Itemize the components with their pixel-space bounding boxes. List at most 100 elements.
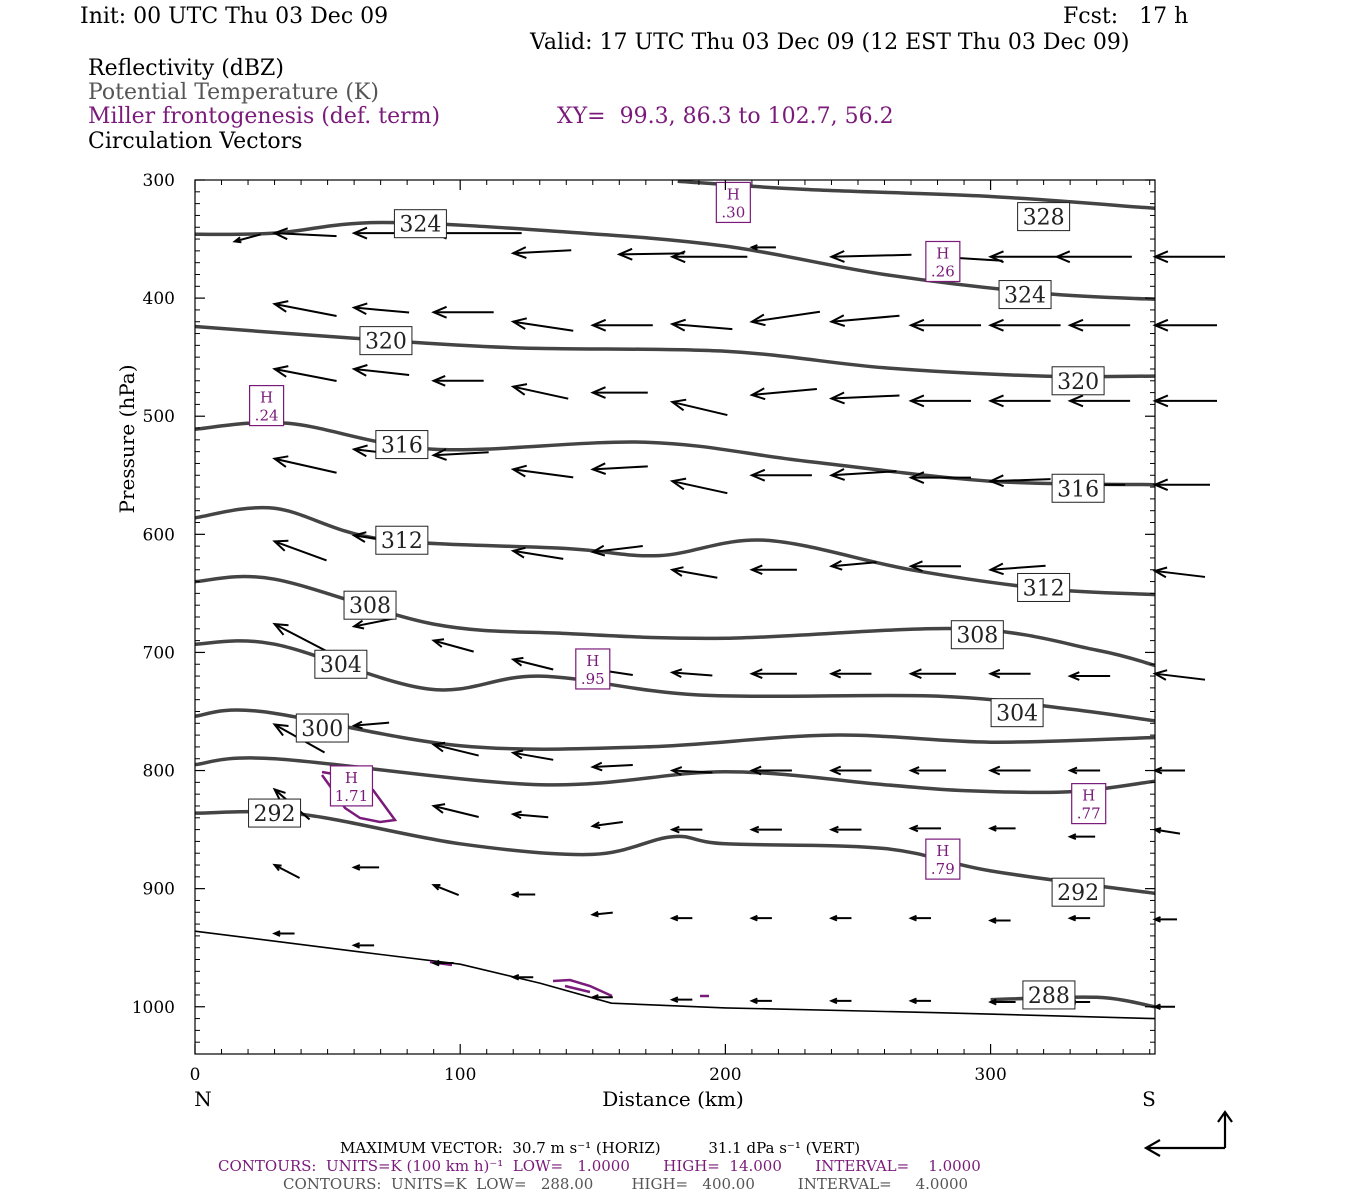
vector-head: [669, 766, 683, 776]
high-box: [925, 838, 961, 880]
circulation-vector: [749, 387, 817, 401]
theta-label: 288: [1022, 980, 1076, 1010]
circulation-vector: [351, 720, 390, 730]
frontogenesis-high: H1.71: [329, 765, 374, 807]
theta-label-box: [1017, 572, 1071, 602]
vector-head: [828, 468, 846, 481]
circulation-vector: [749, 997, 772, 1005]
theta-label-text: 304: [996, 702, 1038, 727]
vector-head: [431, 374, 446, 387]
vector-head: [669, 914, 679, 922]
vector-shaft: [433, 884, 460, 897]
x-axis-label: Distance (km): [602, 1087, 744, 1111]
circulation-vector: [669, 477, 728, 495]
theta-contour-316: [194, 420, 1156, 487]
vector-shaft: [274, 303, 337, 317]
frontogenesis-high: H.24: [249, 384, 285, 427]
vector-head: [669, 318, 687, 332]
vector-head: [828, 250, 845, 263]
circulation-vector: [749, 765, 792, 776]
circulation-vector: [908, 997, 932, 1005]
circulation-vector: [510, 464, 574, 479]
high-letter: H: [345, 769, 358, 787]
vector-head: [828, 825, 839, 834]
circulation-vector: [1067, 766, 1101, 775]
vector-head: [988, 394, 1004, 408]
circulation-vector: [828, 668, 872, 679]
vector-head: [510, 246, 527, 259]
circulation-vector: [1152, 318, 1217, 332]
circulation-vector: [431, 884, 460, 897]
circulation-vector: [590, 318, 653, 332]
vector-head: [1054, 250, 1071, 264]
circulation-vector: [828, 314, 900, 327]
vector-head: [431, 884, 441, 891]
vector-head: [590, 761, 603, 772]
high-letter: H: [936, 842, 949, 860]
vector-head: [988, 765, 1001, 776]
vector-shaft: [512, 658, 554, 671]
vector-head: [351, 619, 365, 630]
vector-head: [431, 741, 446, 753]
circulation-vector: [272, 863, 301, 879]
vector-shaft: [619, 252, 685, 256]
circulation-vector: [1152, 394, 1217, 408]
circulation-vector: [510, 317, 574, 332]
vector-shaft: [274, 232, 337, 238]
theta-label-box: [1051, 877, 1105, 907]
theta-label-box: [375, 525, 429, 555]
theta-label-text: 320: [1057, 370, 1099, 395]
vector-head: [590, 910, 599, 918]
frontogenesis-contours: [320, 770, 709, 998]
vector-shaft: [672, 480, 728, 495]
vector-head: [908, 997, 917, 1005]
vector-head: [272, 455, 289, 468]
vector-head: [510, 383, 528, 396]
vector-head: [669, 477, 687, 491]
theta-label-box: [359, 326, 413, 356]
vector-head: [510, 656, 524, 667]
vector-head: [988, 668, 1001, 679]
theta-label: 316: [375, 430, 429, 460]
vector-head: [351, 444, 368, 458]
vector-head: [908, 668, 922, 680]
circulation-vector: [669, 996, 693, 1003]
legend-reflectivity: Reflectivity (dBZ): [88, 56, 284, 81]
high-box: [1071, 783, 1107, 825]
vector-head: [510, 810, 522, 820]
vector-head: [351, 531, 367, 543]
vector-shaft: [234, 233, 262, 243]
circulation-vector: [828, 825, 862, 834]
vector-head: [510, 973, 520, 981]
vector-head: [1067, 671, 1080, 681]
vector-head: [988, 250, 1004, 264]
vector-head: [510, 464, 527, 478]
y-tick-label: 700: [143, 643, 175, 663]
high-box: [329, 765, 374, 807]
circulation-vector: [669, 914, 693, 922]
circulation-vector: [1152, 1003, 1175, 1011]
theta-label-box: [998, 280, 1052, 310]
vector-shaft: [672, 568, 718, 579]
frontogenesis-high: H.30: [715, 181, 751, 224]
circulation-vector: [510, 749, 554, 761]
circulation-vector: [828, 468, 897, 481]
vector-head: [272, 622, 289, 636]
circulation-vector: [908, 560, 962, 573]
vector-shaft: [433, 451, 489, 457]
cross-section-xy: XY= 99.3, 86.3 to 102.7, 56.2: [557, 104, 894, 129]
vector-shaft: [513, 385, 569, 400]
circulation-vector: [1067, 394, 1131, 408]
theta-contour-296: [194, 756, 1156, 795]
vector-shaft: [1154, 828, 1181, 835]
circulation-vector: [272, 300, 337, 317]
vector-shaft: [831, 470, 897, 477]
high-box: [575, 648, 611, 690]
vector-head: [1067, 394, 1084, 408]
high-value: 1.71: [335, 787, 368, 805]
circulation-vector: [749, 468, 812, 482]
vector-head: [828, 997, 838, 1005]
vector-head: [272, 930, 281, 937]
vector-head: [828, 765, 842, 776]
circulation-vector: [988, 474, 1051, 488]
